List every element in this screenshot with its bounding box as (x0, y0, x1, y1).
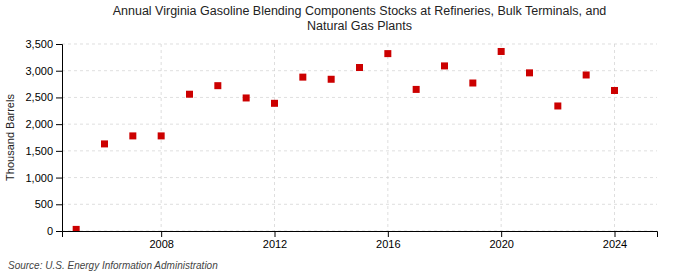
grid-line-y (62, 204, 657, 205)
grid-line-x (274, 44, 275, 231)
point (554, 102, 561, 109)
y-tick-mark (56, 124, 62, 125)
y-tick: 2,000 (25, 118, 62, 130)
y-tick-mark (56, 97, 62, 98)
x-tick-mark (501, 231, 502, 237)
x-tick-label: 2020 (489, 238, 513, 250)
grid-line-y (62, 150, 657, 151)
grid-line-y (62, 44, 657, 45)
point (299, 74, 306, 81)
y-tick-mark (56, 178, 62, 179)
y-axis: 0 500 1,000 1,500 2,000 2,500 3,000 3,500 (25, 38, 62, 237)
grid-line-y (62, 97, 657, 98)
y-tick-label: 0 (47, 225, 53, 237)
grid (62, 44, 657, 231)
x-tick-mark (388, 231, 389, 237)
x-tick-label: 2016 (376, 238, 400, 250)
grid-line-x (614, 44, 615, 231)
x-tick: 2016 (376, 231, 400, 250)
plot: 2008 2012 2016 2020 2024 0 500 1,000 1,500 2,000 2… (25, 38, 657, 250)
point (469, 80, 476, 87)
y-tick-label: 2,500 (25, 91, 53, 103)
point (356, 64, 363, 71)
y-tick-label: 1,500 (25, 145, 53, 157)
x-tick-label: 2012 (263, 238, 287, 250)
y-tick-mark (56, 204, 62, 205)
y-tick: 2,500 (25, 91, 62, 103)
x-tick-label: 2008 (149, 238, 173, 250)
point (214, 82, 221, 89)
y-axis-line (56, 45, 63, 232)
x-tick-mark (275, 231, 276, 237)
y-tick: 1,000 (25, 172, 62, 184)
title: Annual Virginia Gasoline Blending Compon… (113, 4, 607, 33)
point (583, 71, 590, 78)
y-tick-label: 3,000 (25, 65, 53, 77)
point (328, 76, 335, 83)
point (413, 86, 420, 93)
x-tick-label: 2024 (603, 238, 627, 250)
x-tick-mark (161, 231, 162, 237)
y-tick-mark (56, 44, 62, 45)
x-axis-line (63, 232, 658, 238)
y-tick-label: 3,500 (25, 38, 53, 50)
y-tick: 3,000 (25, 65, 62, 77)
point (243, 94, 250, 101)
x-tick: 2024 (603, 231, 627, 250)
point (158, 132, 165, 139)
y-tick: 3,500 (25, 38, 62, 50)
point (186, 91, 193, 98)
chart: 2008 2012 2016 2020 2024 0 500 1,000 1,500 2,000 2… (0, 0, 675, 275)
grid-line-y (62, 177, 657, 178)
point (101, 140, 108, 147)
point (498, 48, 505, 55)
x-tick: 2020 (489, 231, 513, 250)
y-tick-mark (56, 231, 62, 232)
source: Source: U.S. Energy Information Administ… (8, 260, 218, 271)
x-tick-mark (615, 231, 616, 237)
grid-line-x (501, 44, 502, 231)
y-tick: 500 (35, 198, 62, 210)
grid-line-x (387, 44, 388, 231)
point (129, 132, 136, 139)
y-tick-mark (56, 71, 62, 72)
point (73, 226, 80, 231)
x-tick: 2012 (263, 231, 287, 250)
x-tick: 2008 (149, 231, 173, 250)
point (441, 62, 448, 69)
y-tick: 1,500 (25, 145, 62, 157)
point (271, 100, 278, 107)
point (384, 50, 391, 57)
y-axis-title: Thousand Barrels (4, 94, 16, 181)
y-tick-label: 500 (35, 198, 53, 210)
point (526, 69, 533, 76)
y-tick-mark (56, 151, 62, 152)
y-tick-label: 1,000 (25, 172, 53, 184)
y-tick: 0 (47, 225, 62, 237)
grid-line-y (62, 124, 657, 125)
y-tick-label: 2,000 (25, 118, 53, 130)
point (611, 87, 618, 94)
x-axis: 2008 2012 2016 2020 2024 (63, 231, 658, 250)
points (73, 48, 618, 231)
